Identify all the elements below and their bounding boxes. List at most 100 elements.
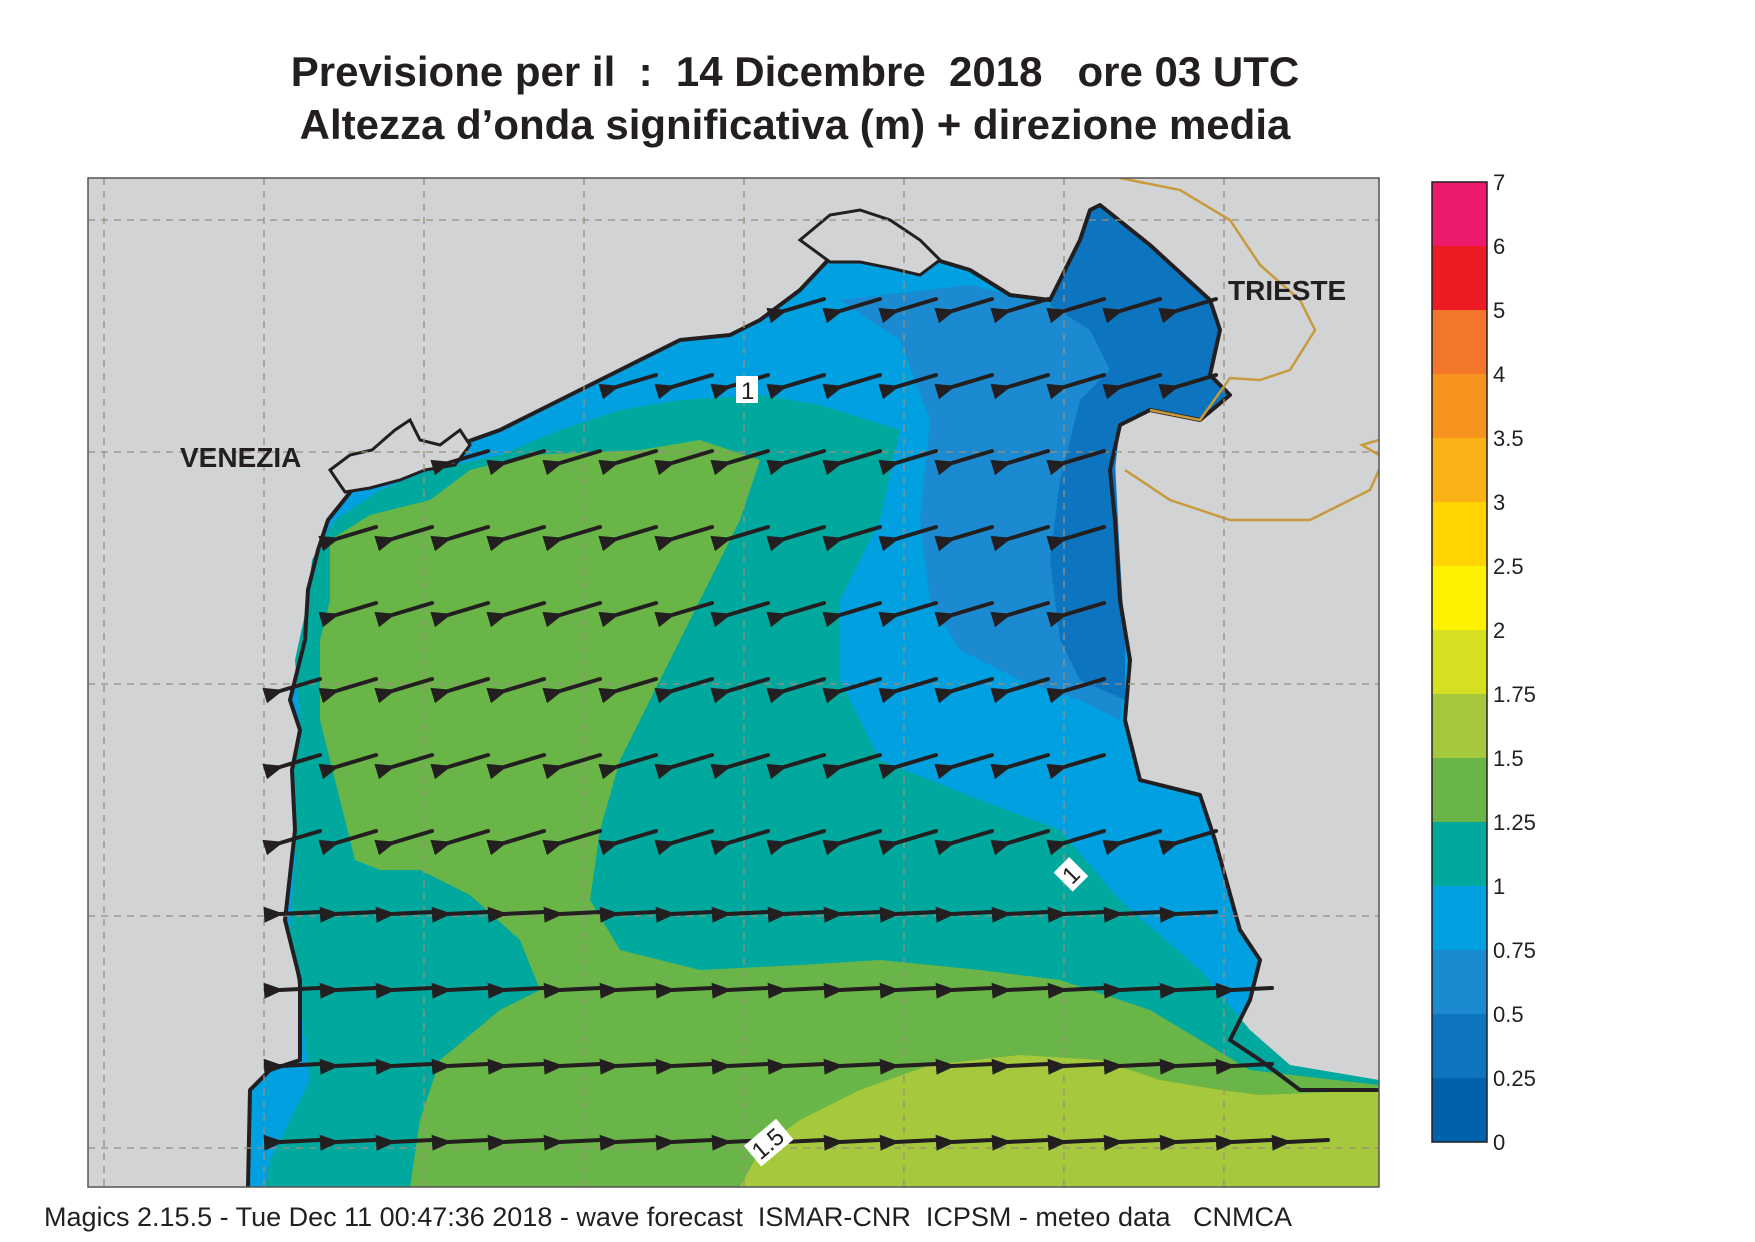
wave-arrow — [318, 829, 378, 856]
wave-arrow — [1103, 1058, 1162, 1075]
wave-arrow — [934, 297, 994, 324]
colorbar-swatch — [1432, 502, 1487, 567]
wave-arrow — [1159, 1058, 1218, 1075]
wave-arrow — [543, 1058, 602, 1075]
wave-arrow — [990, 449, 1050, 476]
wave-arrow — [1158, 373, 1218, 400]
wave-arrow — [822, 753, 882, 780]
colorbar-swatch — [1432, 886, 1487, 951]
place-label-trieste: TRIESTE — [1228, 275, 1346, 306]
wave-arrow — [1046, 449, 1106, 476]
wave-arrow — [543, 982, 602, 999]
wave-arrow — [1047, 906, 1106, 923]
wave-arrow — [319, 1134, 378, 1151]
wave-arrow — [486, 829, 546, 856]
colorbar-swatch — [1432, 566, 1487, 631]
wave-arrow — [1046, 601, 1106, 628]
sea-zone-15-175 — [740, 1055, 1379, 1187]
wave-arrow — [935, 906, 994, 923]
wave-arrow — [878, 525, 938, 552]
wave-arrow — [263, 1134, 322, 1151]
colorbar-swatch — [1432, 950, 1487, 1015]
wave-arrow — [1215, 1058, 1274, 1075]
wave-arrow — [822, 373, 882, 400]
wave-arrow — [1047, 1134, 1106, 1151]
wave-arrow — [263, 982, 322, 999]
wave-arrow — [374, 829, 434, 856]
wave-arrow — [766, 753, 826, 780]
wave-arrow — [375, 906, 434, 923]
wave-arrow — [1046, 753, 1106, 780]
wave-arrow — [655, 1134, 714, 1151]
wave-arrow — [599, 982, 658, 999]
coastline — [246, 203, 1379, 1187]
wave-arrow — [990, 753, 1050, 780]
map-body — [88, 178, 1379, 1187]
wave-arrow — [990, 829, 1050, 856]
wave-arrow — [654, 829, 714, 856]
wave-arrow — [822, 297, 882, 324]
wave-arrow — [430, 677, 490, 704]
place-label-venezia: VENEZIA — [180, 442, 301, 473]
wave-arrow — [711, 982, 770, 999]
wave-arrow — [262, 753, 322, 780]
sea-zone-125-15 — [320, 440, 1379, 1187]
colorbar-label: 6 — [1493, 234, 1505, 259]
wave-arrow — [486, 677, 546, 704]
colorbar: 7 6 5 4 3.5 3 2.5 2 1.75 1.5 1.25 1 0.75 0.5 0.25 0 — [1431, 170, 1536, 1155]
wave-arrow — [879, 982, 938, 999]
wave-arrow — [766, 677, 826, 704]
wave-arrow — [1158, 829, 1218, 856]
wave-arrow — [486, 449, 546, 476]
wave-arrow — [598, 449, 658, 476]
wave-arrow — [487, 1058, 546, 1075]
wave-arrow — [1046, 677, 1106, 704]
wave-arrow — [487, 1134, 546, 1151]
wave-arrow — [374, 601, 434, 628]
wave-arrow — [878, 373, 938, 400]
wave-arrow — [486, 525, 546, 552]
colorbar-swatch — [1432, 182, 1487, 247]
wave-arrow — [431, 906, 490, 923]
colorbar-swatch — [1432, 374, 1487, 439]
wave-arrow — [991, 1058, 1050, 1075]
wave-arrow — [1103, 906, 1162, 923]
wave-arrow — [711, 1058, 770, 1075]
wave-arrow — [990, 601, 1050, 628]
wave-arrow — [935, 982, 994, 999]
wave-arrow — [766, 373, 826, 400]
wave-arrow — [1047, 982, 1106, 999]
wave-arrow — [598, 601, 658, 628]
wave-arrow — [766, 525, 826, 552]
wave-arrow — [878, 449, 938, 476]
wave-arrow — [486, 601, 546, 628]
map-frame — [87, 177, 1380, 1188]
wave-arrow — [318, 525, 378, 552]
wave-arrow — [599, 1058, 658, 1075]
wave-arrow — [1103, 1134, 1162, 1151]
wave-arrow — [430, 601, 490, 628]
wave-arrow — [934, 601, 994, 628]
wave-arrow — [710, 829, 770, 856]
wave-arrow — [319, 1058, 378, 1075]
wave-arrow — [431, 1058, 490, 1075]
colorbar-label: 7 — [1493, 170, 1505, 195]
wave-arrow — [934, 677, 994, 704]
wave-arrow — [710, 525, 770, 552]
wave-arrow — [879, 1134, 938, 1151]
colorbar-label: 1.5 — [1493, 746, 1524, 771]
sea-zone-025-05 — [1050, 205, 1230, 700]
wave-arrow — [598, 677, 658, 704]
map-title: Previsione per il : 14 Dicembre 2018 ore… — [290, 48, 1300, 95]
wave-arrow — [766, 601, 826, 628]
wave-arrow — [262, 829, 322, 856]
wave-arrow — [430, 753, 490, 780]
colorbar-label: 1.25 — [1493, 810, 1536, 835]
wave-arrow — [430, 525, 490, 552]
wave-arrow — [823, 1134, 882, 1151]
wave-arrow — [654, 753, 714, 780]
wave-arrow — [430, 449, 490, 476]
wave-arrow — [766, 297, 826, 324]
wave-arrow — [1046, 525, 1106, 552]
wave-arrow — [823, 1058, 882, 1075]
